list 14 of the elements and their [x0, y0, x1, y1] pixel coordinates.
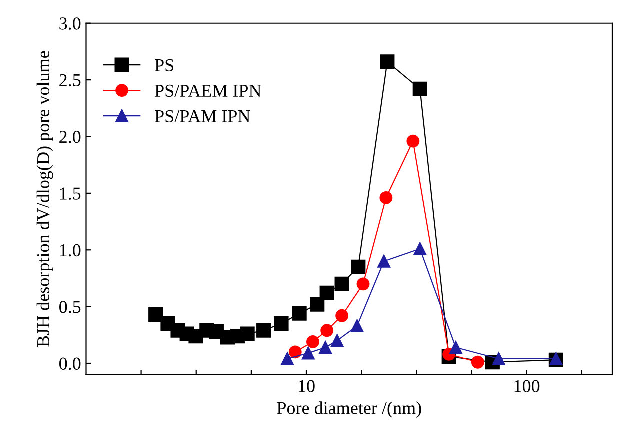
- y-tick-label: 3.0: [60, 18, 81, 30]
- y-tick-label: 1.0: [60, 244, 81, 257]
- legend-label: PS/PAEM IPN: [155, 84, 262, 98]
- x-tick-label: 100: [514, 380, 540, 392]
- x-axis-title: Pore diameter /(nm): [277, 402, 422, 418]
- y-tick-label: 0.5: [60, 301, 81, 314]
- y-tick-label: 1.5: [60, 188, 81, 200]
- y-tick-label: 2.0: [60, 131, 81, 144]
- y-tick-label: 0.0: [60, 358, 81, 370]
- x-tick-label: 10: [299, 380, 315, 392]
- legend-label: PS: [155, 59, 174, 72]
- y-axis-title: BJH desorption dV/dlog(D) pore volume: [36, 51, 54, 348]
- y-tick-label: 2.5: [60, 74, 81, 87]
- legend-label: PS/PAM IPN: [155, 110, 250, 123]
